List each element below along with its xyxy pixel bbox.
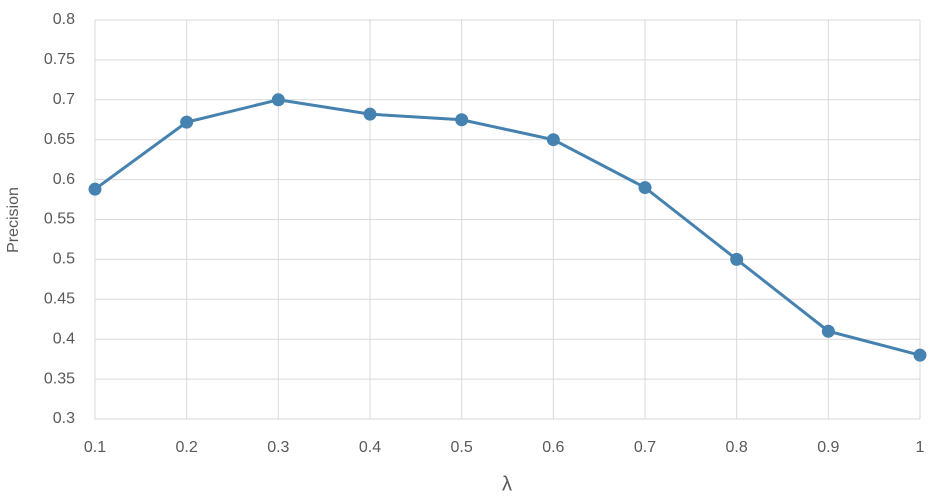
x-tick-label: 0.3 (267, 439, 289, 456)
point (821, 324, 835, 338)
point (638, 181, 652, 195)
y-tick-label: 0.6 (53, 171, 75, 188)
x-tick-label: 0.4 (359, 439, 381, 456)
x-tick-label: 0.6 (542, 439, 564, 456)
point (180, 115, 194, 129)
y-tick-label: 0.55 (44, 211, 75, 228)
x-tick-label: 0.7 (634, 439, 656, 456)
y-tick-label: 0.5 (53, 251, 75, 268)
y-tick-label: 0.35 (44, 370, 75, 387)
point (271, 93, 285, 107)
point (913, 348, 927, 362)
x-tick-label: 0.2 (176, 439, 198, 456)
line (94, 98, 921, 357)
y-tick-label: 0.3 (53, 410, 75, 427)
point (546, 133, 560, 147)
y-tick-label: 0.7 (53, 91, 75, 108)
point (88, 182, 102, 196)
y-tick-label: 0.4 (53, 330, 75, 347)
point (730, 252, 744, 266)
y-tick-label: 0.45 (44, 291, 75, 308)
x-tick-label: 0.8 (726, 439, 748, 456)
x-axis-label: λ (502, 473, 512, 495)
x-tick-label: 0.1 (84, 439, 106, 456)
y-tick-label: 0.75 (44, 51, 75, 68)
y-axis-label: Precision (5, 187, 22, 253)
point (363, 107, 377, 121)
x-tick-label: 0.9 (817, 439, 839, 456)
point (455, 113, 469, 127)
x-tick-label: 0.5 (451, 439, 473, 456)
y-tick-label: 0.65 (44, 131, 75, 148)
x-tick-label: 1 (916, 439, 925, 456)
y-tick-label: 0.8 (53, 11, 75, 28)
